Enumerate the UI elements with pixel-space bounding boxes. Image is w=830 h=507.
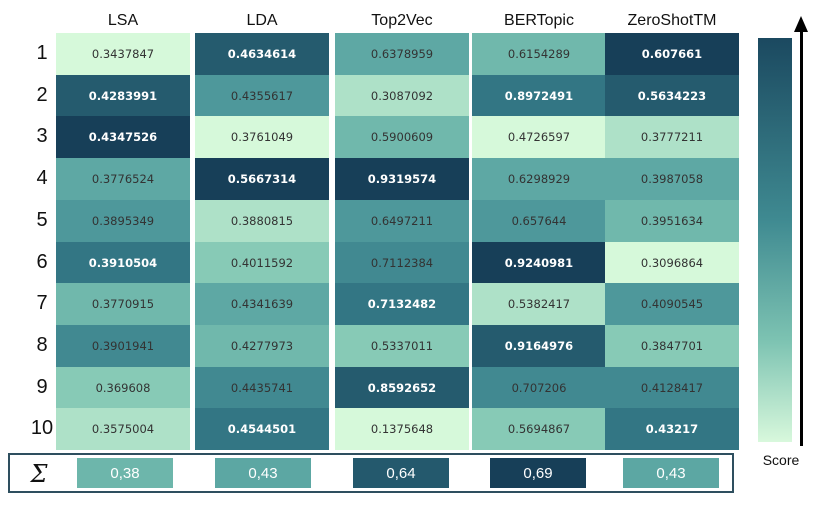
heatmap-cell: 0.1375648 — [335, 408, 469, 451]
heatmap-cell: 0.3087092 — [335, 74, 469, 117]
heatmap-cell: 0.9240981 — [472, 241, 606, 284]
sum-label: Σ — [30, 460, 48, 488]
heatmap-cell: 0.5900609 — [335, 116, 469, 159]
heatmap-cell: 0.5634223 — [605, 74, 739, 117]
heatmap-cell: 0.7112384 — [335, 241, 469, 284]
heatmap-cell: 0.8592652 — [335, 366, 469, 409]
row-label-1: 1 — [36, 42, 48, 64]
heatmap-cell: 0.7132482 — [335, 283, 469, 326]
heatmap-cell: 0.5382417 — [472, 283, 606, 326]
row-label-7: 7 — [36, 292, 48, 315]
heatmap-cell: 0.4341639 — [195, 283, 329, 326]
heatmap-cell: 0.4128417 — [605, 366, 739, 409]
heatmap-cell: 0.3951634 — [605, 199, 739, 242]
heatmap-cell: 0.3847701 — [605, 324, 739, 368]
heatmap-cell: 0.3895349 — [56, 199, 190, 242]
sum-cell-zeroshottm: 0,43 — [623, 458, 719, 488]
row-label-8: 8 — [36, 333, 48, 356]
heatmap-cell: 0.4435741 — [195, 366, 329, 409]
heatmap-cell: 0.9164976 — [472, 324, 606, 368]
heatmap-cell: 0.4283991 — [56, 74, 190, 117]
heatmap-cell: 0.6154289 — [472, 33, 606, 76]
heatmap-cell: 0.6497211 — [335, 199, 469, 242]
heatmap-cell: 0.707206 — [472, 366, 606, 409]
heatmap-cell: 0.3987058 — [605, 158, 739, 201]
column-header-zeroshottm: ZeroShotTM — [627, 12, 717, 29]
heatmap-cell: 0.3575004 — [56, 408, 190, 451]
row-label-5: 5 — [36, 208, 48, 231]
heatmap-cell: 0.4726597 — [472, 116, 606, 159]
heatmap-cell: 0.4634614 — [195, 33, 329, 76]
heatmap-cell: 0.4347526 — [56, 116, 190, 159]
colorbar — [758, 38, 792, 442]
heatmap-cell: 0.4277973 — [195, 324, 329, 368]
heatmap-cell: 0.9319574 — [335, 158, 469, 201]
heatmap-cell: 0.4355617 — [195, 74, 329, 117]
colorbar-arrow-head-icon — [794, 16, 808, 32]
row-label-4: 4 — [36, 167, 48, 190]
row-label-6: 6 — [36, 250, 48, 273]
heatmap-cell: 0.3777211 — [605, 116, 739, 159]
column-header-bertopic: BERTopic — [504, 12, 574, 29]
row-label-10: 10 — [30, 417, 54, 440]
sum-cell-bertopic: 0,69 — [490, 458, 586, 488]
row-label-9: 9 — [36, 375, 48, 398]
row-label-2: 2 — [36, 83, 48, 106]
heatmap-cell: 0.3437847 — [56, 33, 190, 76]
heatmap-cell: 0.3880815 — [195, 199, 329, 242]
sum-cell-lda: 0,43 — [215, 458, 311, 488]
heatmap-cell: 0.4090545 — [605, 283, 739, 326]
row-label-3: 3 — [36, 125, 48, 148]
heatmap-cell: 0.5337011 — [335, 324, 469, 368]
heatmap-cell: 0.8972491 — [472, 74, 606, 117]
heatmap-cell: 0.607661 — [605, 33, 739, 76]
colorbar-label: Score — [762, 452, 800, 468]
heatmap-cell: 0.6378959 — [335, 33, 469, 76]
sum-cell-top2vec: 0,64 — [353, 458, 449, 488]
heatmap-cell: 0.4011592 — [195, 241, 329, 284]
heatmap-cell: 0.3096864 — [605, 241, 739, 284]
sum-cell-lsa: 0,38 — [77, 458, 173, 488]
heatmap-cell: 0.3770915 — [56, 283, 190, 326]
heatmap-cell: 0.6298929 — [472, 158, 606, 201]
column-header-lda: LDA — [246, 12, 278, 29]
heatmap-cell: 0.4544501 — [195, 408, 329, 451]
colorbar-arrow-line — [800, 28, 803, 446]
column-header-top2vec: Top2Vec — [371, 12, 433, 29]
heatmap-cell: 0.3776524 — [56, 158, 190, 201]
heatmap-cell: 0.3910504 — [56, 241, 190, 284]
heatmap-cell: 0.3901941 — [56, 324, 190, 368]
heatmap-cell: 0.3761049 — [195, 116, 329, 159]
heatmap-cell: 0.5694867 — [472, 408, 606, 451]
heatmap-cell: 0.657644 — [472, 199, 606, 242]
heatmap-cell: 0.369608 — [56, 366, 190, 409]
heatmap-cell: 0.43217 — [605, 408, 739, 451]
heatmap-cell: 0.5667314 — [195, 158, 329, 201]
column-header-lsa: LSA — [107, 12, 139, 29]
sum-row-box — [8, 453, 734, 493]
